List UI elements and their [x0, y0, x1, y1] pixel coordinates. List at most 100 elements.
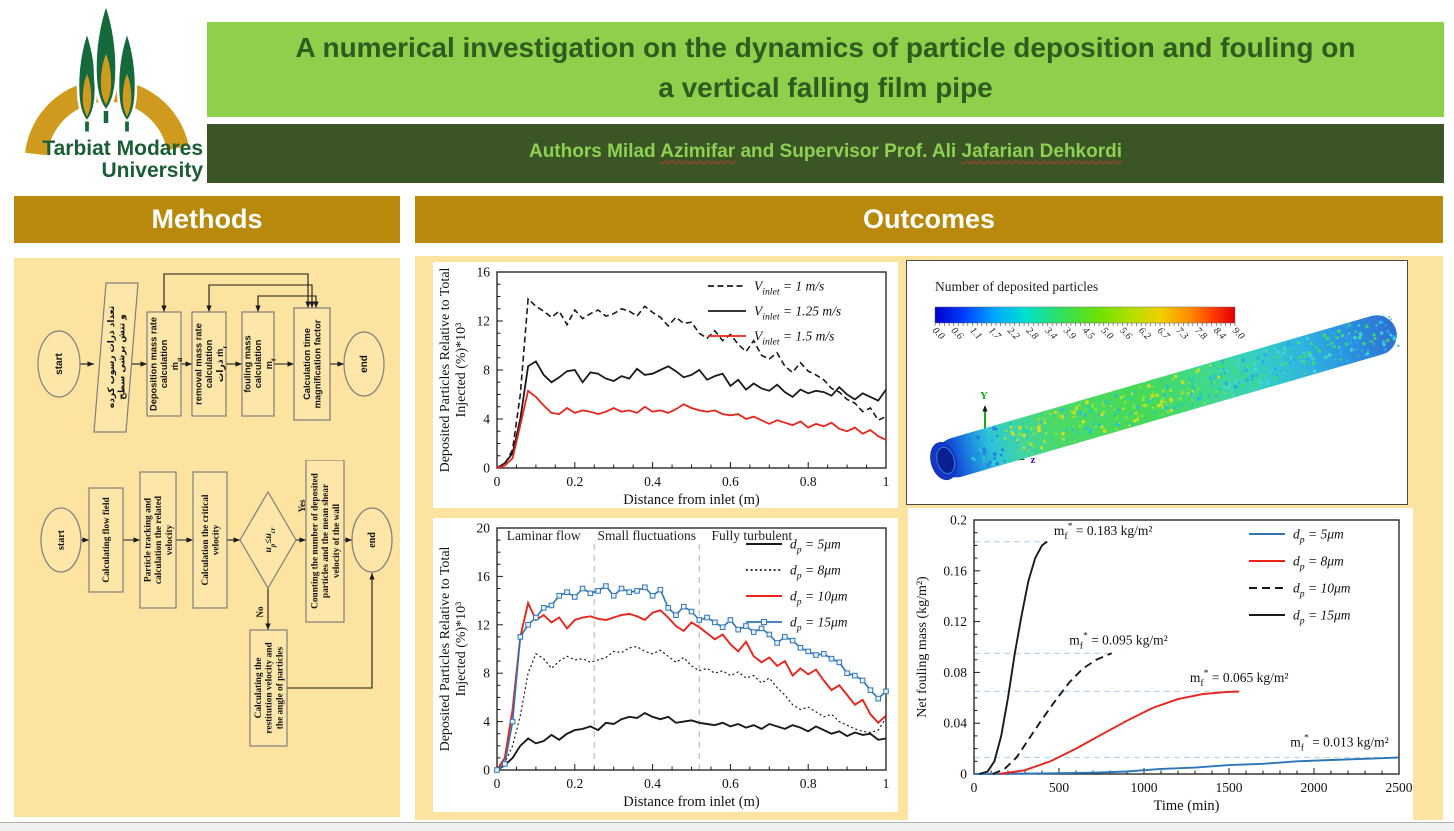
svg-text:mf* = 0.065 kg/m²: mf* = 0.065 kg/m² [1190, 668, 1289, 689]
outcomes-panel: 0 0.2 0.4 0.6 0.8 1 0 4 8 12 16 Distance from inlet… [415, 256, 1443, 820]
svg-text:the angle of particles: the angle of particles [275, 646, 285, 729]
svg-text:Injected (%)*10³: Injected (%)*10³ [454, 602, 469, 697]
svg-text:velocity: velocity [212, 524, 222, 555]
outcomes-section-header: Outcomes [415, 196, 1443, 243]
svg-text:0: 0 [960, 767, 967, 782]
svg-text:0.04: 0.04 [943, 716, 967, 731]
svg-text:Laminar flow: Laminar flow [507, 528, 581, 543]
svg-text:20: 20 [477, 521, 491, 536]
chart-deposition-vs-velocity: 0 0.2 0.4 0.6 0.8 1 0 4 8 12 16 Distance from inlet… [438, 265, 889, 509]
svg-text:1.1: 1.1 [967, 325, 984, 342]
flow-node-end2: end [367, 532, 378, 548]
svg-text:3.4: 3.4 [1042, 325, 1059, 342]
flow-node-no-label: No [255, 606, 265, 617]
colorbar [934, 306, 1236, 324]
svg-text:8: 8 [483, 666, 490, 681]
svg-text:0: 0 [483, 763, 490, 778]
svg-text:5.6: 5.6 [1117, 325, 1134, 342]
svg-text:Calculating the: Calculating the [254, 658, 264, 719]
svg-text:500: 500 [1049, 780, 1070, 795]
svg-text:6.7: 6.7 [1155, 325, 1172, 342]
svg-text:0: 0 [494, 776, 501, 791]
series-0 [973, 756, 1400, 775]
series-0 [496, 712, 887, 771]
svg-text:end: end [367, 532, 378, 548]
svg-text:removal mass rate: removal mass rate [194, 323, 204, 405]
flow-node-end: end [359, 355, 370, 373]
svg-text:2000: 2000 [1301, 780, 1328, 795]
series-2 [496, 600, 887, 771]
svg-text:8: 8 [483, 363, 490, 378]
svg-text:Time (min): Time (min) [1154, 798, 1220, 814]
pipe-visualization-box: Number of deposited particles 0.0 0.6 1.1 1.… [906, 260, 1408, 505]
pipe-deposition-visualization: Number of deposited particles 0.0 0.6 1.1 1.… [930, 279, 1400, 481]
logo-tree-center [93, 2, 119, 123]
svg-text:0.08: 0.08 [943, 665, 967, 680]
logo-text-line2: University [101, 159, 203, 182]
flow-node-counting: Counting the number of deposited particle… [311, 472, 342, 609]
svg-text:dp = 15μm: dp = 15μm [790, 615, 848, 634]
svg-text:0.2: 0.2 [566, 474, 583, 489]
svg-text:8.4: 8.4 [1211, 325, 1228, 342]
svg-text:0.16: 0.16 [943, 563, 967, 578]
svg-text:magnification factor: magnification factor [313, 319, 323, 408]
svg-text:z: z [1031, 454, 1036, 466]
svg-text:Vinlet = 1.25 m/s: Vinlet = 1.25 m/s [754, 304, 841, 323]
flowchart-particle-tracking: start Calculating flow field Particle trac… [40, 460, 393, 747]
logo-text-line1: Tarbiat Modares [42, 137, 203, 160]
svg-text:mf* = 0.183 kg/m²: mf* = 0.183 kg/m² [1054, 521, 1153, 542]
svg-text:Yes: Yes [297, 499, 307, 512]
svg-text:mf* = 0.095 kg/m²: mf* = 0.095 kg/m² [1069, 630, 1168, 651]
svg-text:No: No [255, 606, 265, 617]
svg-text:Small fluctuations: Small fluctuations [597, 528, 696, 543]
series-1 [496, 360, 887, 469]
svg-text:0.6: 0.6 [722, 776, 739, 791]
svg-text:Vinlet = 1 m/s: Vinlet = 1 m/s [754, 279, 824, 298]
svg-text:0: 0 [494, 474, 501, 489]
series-3 [978, 540, 1048, 775]
svg-text:dp = 15μm: dp = 15μm [1293, 608, 1351, 627]
svg-text:4: 4 [483, 412, 490, 427]
flow-node-yes-label: Yes [297, 499, 307, 512]
svg-text:0.8: 0.8 [800, 474, 817, 489]
svg-text:9.0: 9.0 [1230, 325, 1247, 342]
svg-text:velocity: velocity [165, 524, 175, 555]
svg-text:0.4: 0.4 [644, 776, 661, 791]
svg-text:Vinlet = 1.5 m/s: Vinlet = 1.5 m/s [754, 329, 834, 348]
svg-text:4: 4 [483, 714, 490, 729]
svg-text:0: 0 [971, 780, 978, 795]
flow-node-start2: start [56, 529, 67, 550]
svg-text:Calculation time: Calculation time [302, 328, 312, 400]
logo-tree-left [76, 27, 98, 132]
svg-text:start: start [54, 352, 65, 374]
flow-node-input: تعداد ذرات رسوب کرده و تنش برشی سطح [107, 306, 128, 408]
svg-text:ذرات ṁr: ذرات ṁr [215, 346, 229, 383]
svg-text:Y: Y [980, 390, 988, 402]
series-2 [992, 652, 1113, 775]
flow-node-timefactor: Calculation time magnification factor [302, 319, 323, 408]
flow-node-decision: up≤ucr [264, 527, 277, 552]
supervisor-name: Jafarian Dehkordi [961, 141, 1123, 162]
svg-text:و تنش برشی سطح: و تنش برشی سطح [118, 314, 128, 400]
svg-text:dp = 5μm: dp = 5μm [1293, 527, 1344, 546]
svg-text:Distance from inlet (m): Distance from inlet (m) [623, 794, 760, 810]
methods-label: Methods [151, 204, 263, 234]
logo-tree-right [116, 27, 138, 132]
svg-text:calculation: calculation [159, 339, 169, 388]
window-edge-strip [0, 822, 1454, 831]
svg-text:16: 16 [477, 569, 491, 584]
series-1 [999, 690, 1240, 775]
svg-text:0.12: 0.12 [943, 614, 967, 629]
svg-text:0.4: 0.4 [644, 474, 661, 489]
svg-text:7.3: 7.3 [1174, 325, 1191, 342]
svg-text:dp = 8μm: dp = 8μm [790, 563, 841, 582]
svg-text:0.8: 0.8 [800, 776, 817, 791]
flow-node-deposition: Deposition mass rate calculation ṁd [149, 317, 184, 411]
svg-text:particles and the mean shear: particles and the mean shear [321, 484, 331, 598]
series-2 [496, 389, 887, 469]
svg-text:velocity of the wall: velocity of the wall [332, 504, 342, 579]
flow-node-tracking: Particle tracking and calculation the rel… [144, 495, 175, 584]
pipe-surface [930, 315, 1400, 481]
svg-text:0: 0 [483, 461, 490, 476]
